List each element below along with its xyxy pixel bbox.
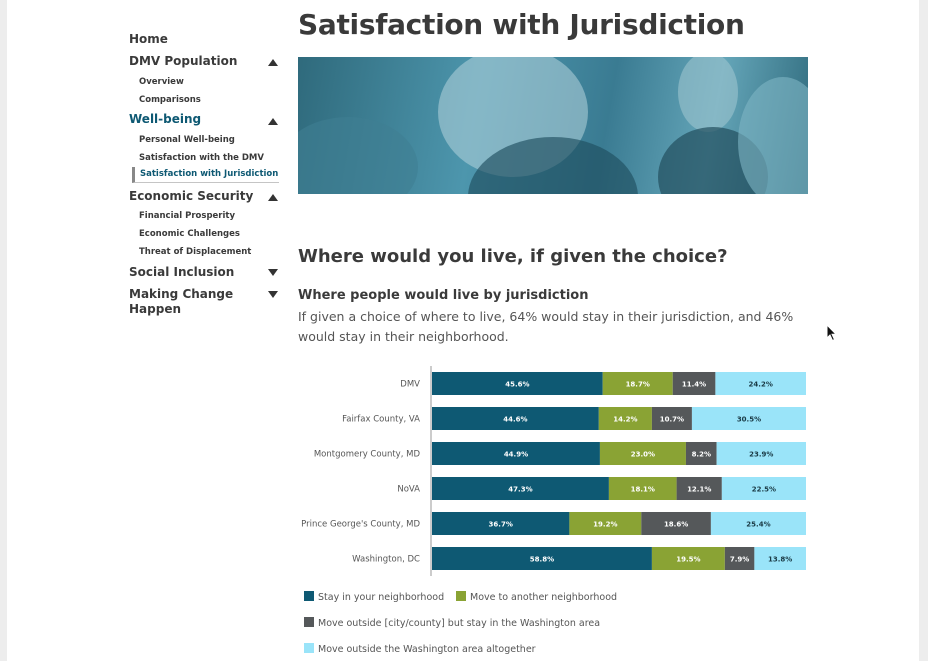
- nav-satisfaction-jurisdiction[interactable]: Satisfaction with Jurisdiction: [132, 167, 279, 183]
- legend-label: Move outside [city/county] but stay in t…: [318, 618, 601, 629]
- collapse-arrow-icon[interactable]: [268, 59, 278, 66]
- bar-segment: [598, 407, 652, 430]
- category-label: Prince George's County, MD: [301, 520, 420, 530]
- legend-label: Move outside the Washington area altoget…: [318, 644, 536, 655]
- chart-description: If given a choice of where to live, 64% …: [298, 309, 794, 344]
- legend-item: Stay in your neighborhood: [304, 591, 444, 603]
- legend-item: Move outside the Washington area altoget…: [304, 643, 536, 655]
- data-label: 14.2%: [613, 416, 637, 424]
- data-label: 23.9%: [749, 451, 773, 459]
- expand-arrow-icon[interactable]: [268, 269, 278, 276]
- data-label: 19.5%: [676, 556, 700, 564]
- legend-item: Move to another neighborhood: [456, 591, 617, 603]
- data-label: 8.2%: [692, 451, 711, 459]
- nav-financial-prosperity[interactable]: Financial Prosperity: [139, 211, 235, 221]
- bar-segment: [602, 372, 673, 395]
- data-label: 10.7%: [660, 416, 684, 424]
- bar-segment: [685, 442, 717, 465]
- data-label: 25.4%: [746, 521, 770, 529]
- nav-comparisons[interactable]: Comparisons: [139, 95, 201, 105]
- nav-overview[interactable]: Overview: [139, 77, 184, 87]
- legend-item: Move outside [city/county] but stay in t…: [304, 617, 600, 629]
- data-label: 58.8%: [530, 556, 554, 564]
- data-label: 45.6%: [505, 381, 529, 389]
- data-label: 47.3%: [508, 486, 532, 494]
- nav-personal-well-being[interactable]: Personal Well-being: [139, 135, 235, 145]
- nav-threat-displacement[interactable]: Threat of Displacement: [139, 247, 252, 257]
- data-label: 36.7%: [489, 521, 513, 529]
- collapse-arrow-icon[interactable]: [268, 194, 278, 201]
- data-label: 13.8%: [768, 556, 792, 564]
- bar-segment: [569, 512, 642, 535]
- bar-segment: [754, 547, 806, 570]
- data-label: 22.5%: [752, 486, 776, 494]
- category-label: Montgomery County, MD: [314, 450, 421, 460]
- bar-segment: [432, 407, 599, 430]
- bar-segment: [672, 372, 716, 395]
- nav-social-inclusion[interactable]: Social Inclusion: [129, 265, 235, 279]
- data-label: 44.6%: [503, 416, 527, 424]
- collapse-arrow-icon[interactable]: [268, 118, 278, 125]
- legend-swatch: [304, 643, 314, 653]
- bar-segment: [651, 547, 725, 570]
- page-title: Satisfaction with Jurisdiction: [298, 8, 745, 41]
- data-label: 18.1%: [631, 486, 655, 494]
- data-label: 30.5%: [737, 416, 761, 424]
- chart-heading: Where people would live by jurisdiction: [298, 288, 589, 303]
- data-label: 18.6%: [664, 521, 688, 529]
- data-label: 23.0%: [631, 451, 655, 459]
- data-label: 12.1%: [687, 486, 711, 494]
- nav-dmv-population[interactable]: DMV Population: [129, 54, 238, 68]
- bar-segment: [432, 547, 652, 570]
- bar-segment: [716, 442, 806, 465]
- legend-swatch: [304, 617, 314, 627]
- nav-making-change[interactable]: Making Change: [129, 287, 234, 301]
- nav-making-change-line2[interactable]: Happen: [129, 302, 182, 316]
- bar-segment: [608, 477, 677, 500]
- category-label: Washington, DC: [352, 555, 420, 565]
- bar-segment: [432, 512, 570, 535]
- nav-economic-challenges[interactable]: Economic Challenges: [139, 229, 240, 239]
- legend-swatch: [456, 591, 466, 601]
- data-label: 18.7%: [626, 381, 650, 389]
- legend-label: Move to another neighborhood: [470, 592, 618, 603]
- bar-segment: [715, 372, 806, 395]
- bar-segment: [710, 512, 806, 535]
- data-label: 44.9%: [504, 451, 528, 459]
- nav-economic-security[interactable]: Economic Security: [129, 189, 254, 203]
- data-label: 7.9%: [730, 556, 749, 564]
- category-label: DMV: [400, 380, 420, 390]
- data-label: 19.2%: [593, 521, 617, 529]
- section-heading: Where would you live, if given the choic…: [298, 246, 728, 267]
- legend-label: Stay in your neighborhood: [318, 592, 445, 603]
- bar-segment: [691, 407, 806, 430]
- category-label: Fairfax County, VA: [342, 415, 420, 425]
- data-label: 11.4%: [682, 381, 706, 389]
- bar-segment: [724, 547, 755, 570]
- bar-segment: [641, 512, 711, 535]
- bar-segment: [432, 442, 600, 465]
- data-label: 24.2%: [749, 381, 773, 389]
- hero-image: [298, 57, 808, 194]
- nav-well-being[interactable]: Well-being: [129, 112, 202, 126]
- bar-segment: [432, 477, 609, 500]
- mouse-pointer-icon: [826, 324, 838, 342]
- bar-segment: [599, 442, 686, 465]
- legend-swatch: [304, 591, 314, 601]
- nav-home[interactable]: Home: [129, 32, 168, 46]
- bar-segment: [432, 372, 603, 395]
- expand-arrow-icon[interactable]: [268, 291, 278, 298]
- nav-satisfaction-dmv[interactable]: Satisfaction with the DMV: [139, 153, 264, 163]
- bar-segment: [676, 477, 722, 500]
- category-label: NoVA: [397, 485, 420, 495]
- bar-segment: [651, 407, 692, 430]
- bar-segment: [721, 477, 806, 500]
